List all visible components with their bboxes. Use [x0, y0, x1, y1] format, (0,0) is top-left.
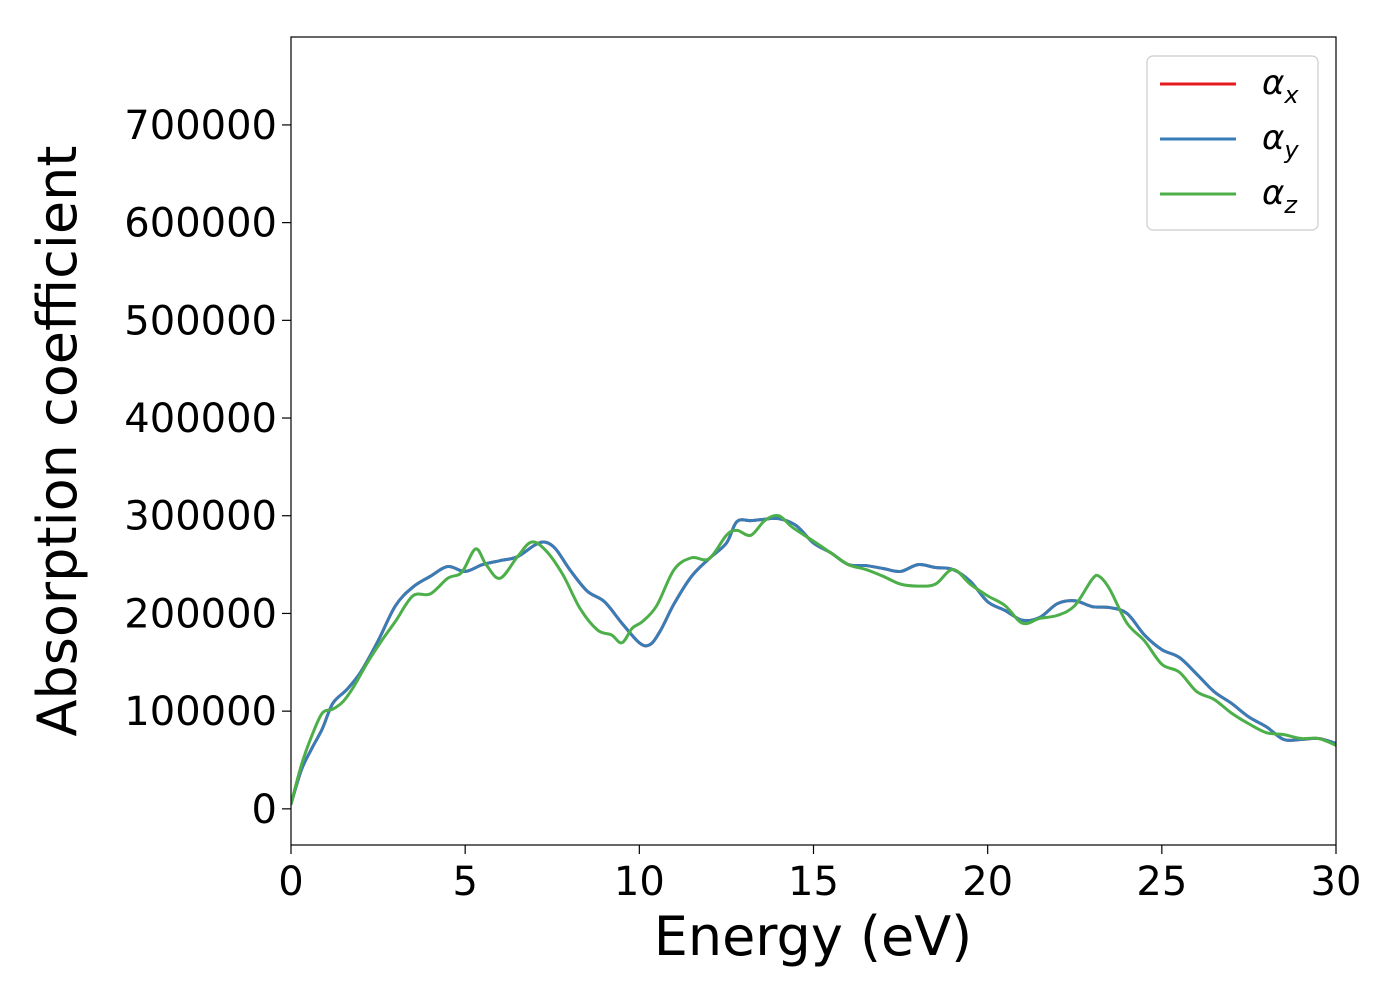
x-tick-label: 25: [1136, 859, 1187, 905]
x-tick-label: 20: [962, 859, 1013, 905]
y-axis: 0 100000 200000 300000 400000 500000 600000 700…: [124, 103, 291, 833]
x-axis-title: Energy (eV): [654, 905, 973, 968]
series-line-x: [291, 516, 1336, 806]
x-tick-label: 30: [1311, 859, 1362, 905]
y-tick-label: 400000: [124, 396, 277, 442]
legend-label-z: αz: [1262, 173, 1298, 219]
plot-lines: [291, 513, 1336, 806]
y-tick-label: 200000: [124, 591, 277, 637]
y-tick-label: 500000: [124, 298, 277, 344]
series-line-y: [291, 516, 1336, 806]
x-tick-label: 0: [278, 859, 303, 905]
legend-box: [1146, 55, 1319, 231]
x-tick-label: 15: [788, 859, 839, 905]
y-axis-title: Absorption coefficient: [26, 146, 89, 737]
x-tick-label: 10: [614, 859, 665, 905]
y-tick-label: 0: [252, 787, 277, 833]
legend-label-y: αy: [1262, 118, 1299, 164]
x-tick-label: 5: [452, 859, 477, 905]
x-axis: 0 5 10 15 20 25 30: [278, 845, 1361, 905]
legend-label-x: αx: [1262, 63, 1299, 109]
legend: αx αy αz: [1146, 55, 1319, 231]
y-tick-label: 300000: [124, 494, 277, 540]
y-tick-label: 700000: [124, 103, 277, 149]
y-tick-label: 100000: [124, 689, 277, 735]
y-tick-label: 600000: [124, 201, 277, 247]
series-line-z: [291, 513, 1336, 806]
